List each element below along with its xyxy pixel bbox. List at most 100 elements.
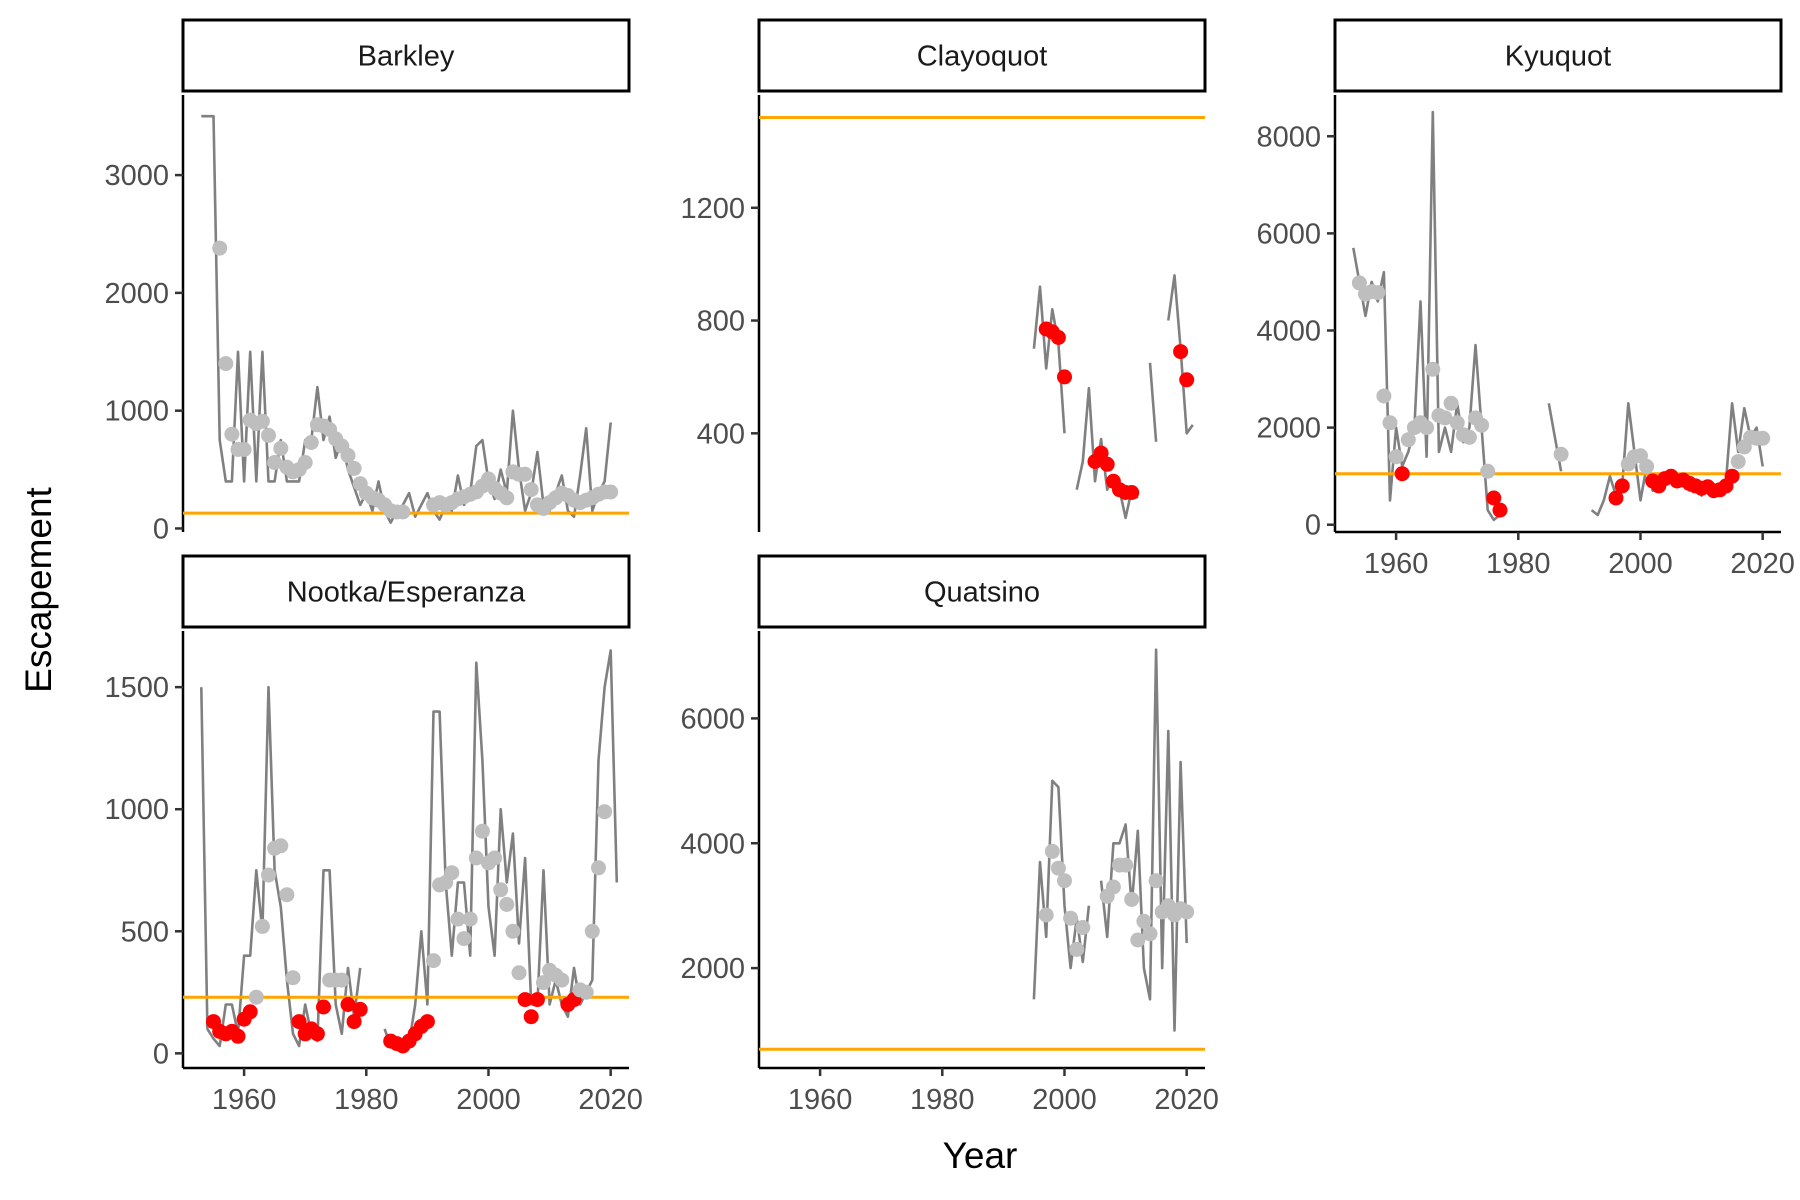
y-tick-label: 2000 — [1256, 413, 1321, 445]
y-tick-label: 8000 — [1256, 121, 1321, 153]
point-above-reference — [303, 435, 319, 450]
point-above-reference — [426, 953, 441, 969]
point-below-reference — [242, 1004, 258, 1020]
x-axis-title: Year — [943, 1135, 1018, 1176]
panel-3: Kyuquot 0 2000 4000 6000 8000 1960 1980 2000 2020 — [1256, 18, 1795, 580]
y-tick-label: 800 — [697, 306, 745, 338]
panel-title: Barkley — [358, 41, 455, 73]
point-above-reference — [450, 911, 466, 927]
point-above-reference — [554, 972, 570, 988]
x-tick-label: 1980 — [910, 1084, 975, 1116]
point-above-reference — [261, 867, 276, 883]
point-above-reference — [462, 911, 478, 927]
x-tick-label: 1960 — [1364, 548, 1429, 580]
point-above-reference — [1553, 446, 1569, 462]
escapement-line — [1032, 285, 1066, 434]
point-above-reference — [254, 413, 270, 429]
x-tick-label: 2000 — [456, 1084, 521, 1116]
point-above-reference — [1105, 879, 1121, 895]
panel-1: Barkley 0 1000 2000 3000 — [104, 18, 631, 545]
point-above-reference — [474, 823, 490, 839]
point-above-reference — [1437, 410, 1453, 426]
escapement-line — [1032, 779, 1091, 1000]
point-above-reference — [1480, 463, 1496, 479]
point-below-reference — [1608, 490, 1624, 506]
point-above-reference — [456, 931, 472, 947]
panel-title: Quatsino — [924, 577, 1040, 609]
point-below-reference — [419, 1014, 435, 1030]
point-above-reference — [584, 923, 600, 939]
point-below-reference — [230, 1028, 246, 1044]
point-above-reference — [212, 240, 228, 256]
point-above-reference — [224, 426, 240, 442]
panel-title: Kyuquot — [1505, 41, 1611, 73]
point-above-reference — [267, 455, 283, 470]
point-below-reference — [1179, 372, 1195, 388]
x-tick-label: 2020 — [1154, 1084, 1219, 1116]
escapement-line — [1099, 648, 1188, 1032]
point-below-reference — [340, 997, 356, 1012]
point-above-reference — [603, 484, 619, 500]
point-above-reference — [248, 989, 264, 1005]
point-above-reference — [297, 455, 313, 470]
point-below-reference — [1492, 502, 1508, 518]
point-above-reference — [1142, 926, 1158, 942]
point-above-reference — [487, 850, 503, 866]
y-tick-label: 0 — [153, 1038, 169, 1070]
point-below-reference — [346, 1014, 362, 1030]
panel-strip — [181, 18, 631, 93]
y-tick-label: 1200 — [680, 193, 745, 225]
y-tick-label: 1000 — [104, 396, 169, 428]
point-above-reference — [1382, 415, 1398, 431]
point-above-reference — [340, 447, 356, 463]
y-tick-label: 3000 — [104, 160, 169, 192]
point-above-reference — [1148, 873, 1164, 889]
panel-strip — [181, 554, 631, 629]
y-tick-label: 0 — [1305, 510, 1321, 542]
plot-area — [183, 649, 629, 1054]
point-above-reference — [517, 466, 533, 482]
point-below-reference — [1093, 445, 1109, 461]
escapement-line — [1352, 110, 1501, 522]
panel-2: Clayoquot 400 800 1200 — [680, 18, 1207, 532]
point-above-reference — [285, 970, 301, 986]
panel-strip — [757, 554, 1207, 629]
escapement-line — [1075, 386, 1139, 520]
point-above-reference — [493, 882, 509, 898]
point-above-reference — [505, 923, 521, 939]
point-below-reference — [529, 992, 545, 1008]
panel-title: Nootka/Esperanza — [287, 577, 526, 609]
panel-strip — [757, 18, 1207, 93]
point-above-reference — [468, 850, 484, 866]
panels: Barkley 0 1000 2000 3000 Clayoquot 400 800 1200 K… — [104, 18, 1795, 1116]
x-tick-label: 2020 — [1730, 548, 1795, 580]
y-tick-label: 4000 — [680, 828, 745, 860]
x-tick-label: 2000 — [1032, 1084, 1097, 1116]
point-above-reference — [1050, 860, 1066, 876]
point-above-reference — [273, 440, 289, 456]
point-above-reference — [444, 865, 460, 881]
plot-area — [759, 116, 1205, 520]
point-below-reference — [1057, 369, 1072, 385]
point-above-reference — [1044, 843, 1060, 859]
x-tick-label: 1960 — [788, 1084, 853, 1116]
point-above-reference — [578, 984, 594, 1000]
point-above-reference — [1755, 430, 1771, 446]
point-below-reference — [1486, 490, 1502, 506]
y-tick-label: 4000 — [1256, 315, 1321, 347]
point-above-reference — [395, 504, 411, 520]
point-above-reference — [591, 860, 606, 876]
point-below-reference — [1124, 485, 1140, 500]
point-above-reference — [536, 975, 551, 991]
y-tick-label: 6000 — [680, 703, 745, 735]
panel-strip — [1333, 18, 1783, 93]
point-above-reference — [1370, 285, 1386, 301]
point-above-reference — [236, 442, 252, 457]
y-tick-label: 6000 — [1256, 218, 1321, 250]
point-above-reference — [1449, 415, 1465, 431]
point-above-reference — [1038, 907, 1054, 923]
point-above-reference — [1179, 904, 1195, 920]
y-tick-label: 2000 — [680, 953, 745, 985]
point-above-reference — [499, 490, 515, 506]
point-above-reference — [1461, 429, 1477, 445]
